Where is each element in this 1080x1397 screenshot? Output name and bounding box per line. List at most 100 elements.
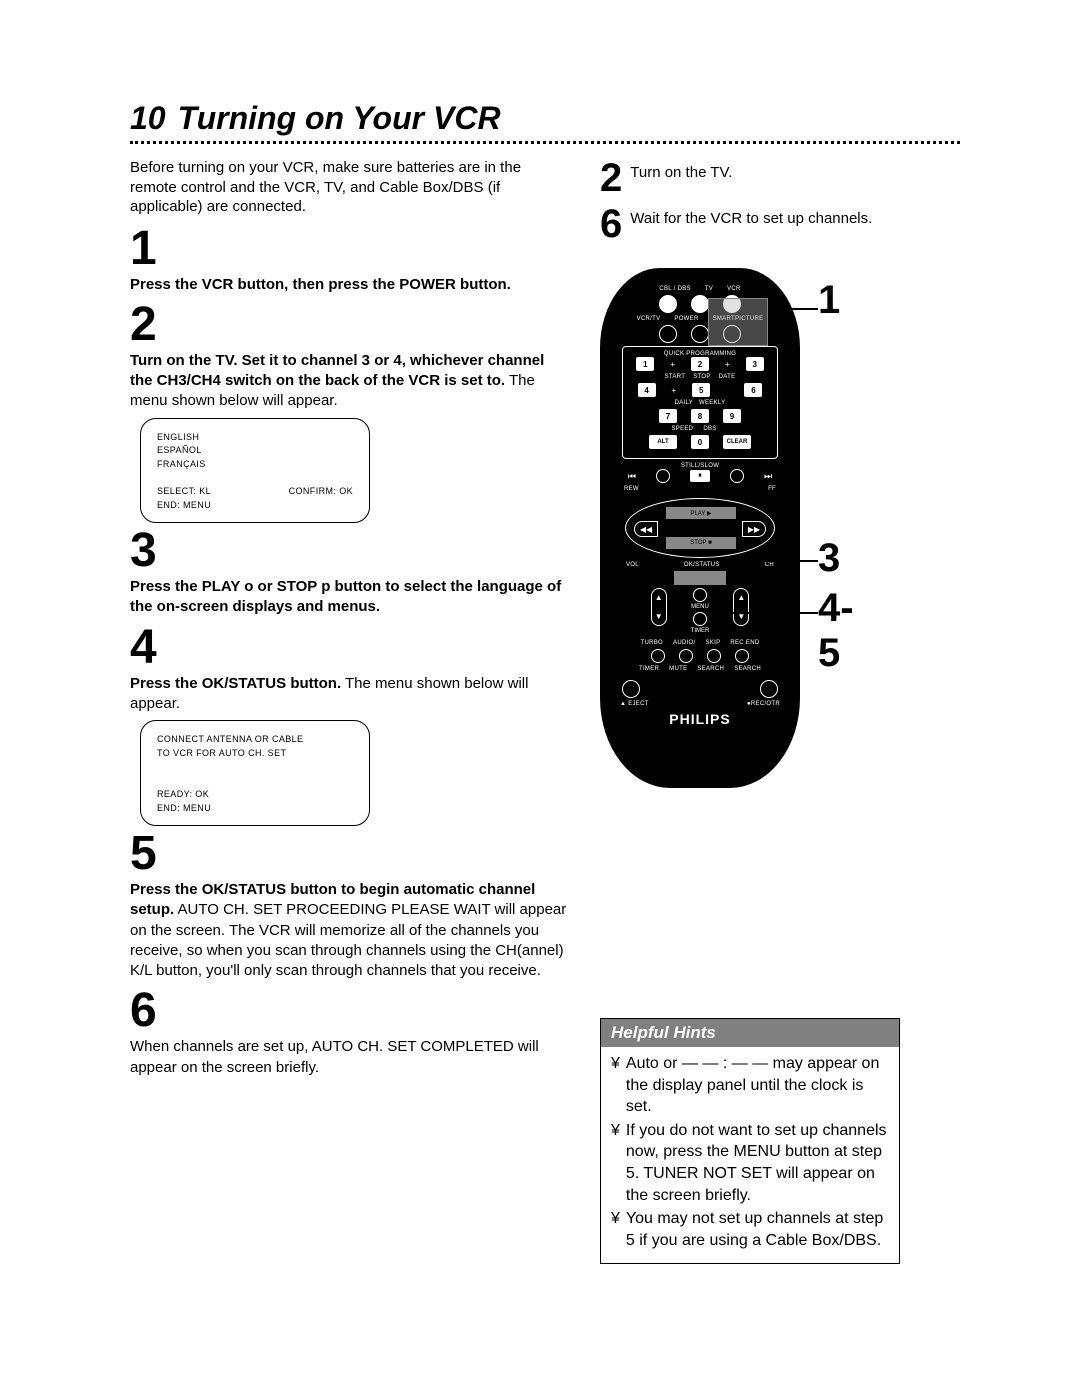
menu1-lang1: ENGLISH <box>157 431 353 445</box>
label-ch: CH <box>765 562 774 568</box>
btn-menu[interactable] <box>693 588 707 602</box>
hint-3-text: You may not set up channels at step 5 if… <box>626 1208 889 1251</box>
btn-vcrtv[interactable] <box>659 325 677 343</box>
btn-power[interactable] <box>691 325 709 343</box>
bullet-icon: ¥ <box>611 1053 620 1118</box>
label-mute: MUTE <box>669 666 687 672</box>
hint-2: ¥ If you do not want to set up channels … <box>611 1120 889 1206</box>
label-otr: ●REC/OTR <box>747 701 780 707</box>
key-6[interactable]: 6 <box>744 383 762 397</box>
key-clear[interactable]: CLEAR <box>723 435 751 449</box>
label-date: DATE <box>719 374 736 380</box>
btn-skip[interactable] <box>707 649 721 663</box>
btn-ch-rocker[interactable]: ▲▼ <box>733 588 749 626</box>
btn-still[interactable]: ⏸ <box>690 470 710 482</box>
remote-control: CBL / DBS TV VCR VCR/TV POWER SMARTPICTU… <box>600 268 800 788</box>
label-cbl: CBL / DBS <box>659 286 691 292</box>
btn-turbo[interactable] <box>651 649 665 663</box>
menu2-end: END: MENU <box>157 802 353 816</box>
btn-vol-rocker[interactable]: ▲▼ <box>651 588 667 626</box>
label-search: SEARCH <box>697 666 724 672</box>
main-columns: Before turning on your VCR, make sure ba… <box>130 158 960 1264</box>
label-power: POWER <box>674 316 698 322</box>
key-2[interactable]: 2 <box>691 357 709 371</box>
step-4-number: 4 <box>130 624 570 672</box>
step-2-bold: Turn on the TV. Set it to channel 3 or 4… <box>130 352 544 389</box>
step-5-rest: AUTO CH. SET PROCEEDING PLEASE WAIT will… <box>130 901 566 979</box>
btn-tv[interactable] <box>691 295 709 313</box>
menu2-l1: CONNECT ANTENNA OR CABLE <box>157 733 353 747</box>
hints-body: ¥ Auto or — — : — — may appear on the di… <box>601 1047 899 1263</box>
menu1-end: END: MENU <box>157 499 353 513</box>
key-8[interactable]: 8 <box>691 409 709 423</box>
step-4-bold: Press the OK/STATUS button. <box>130 675 341 692</box>
header-divider <box>130 141 960 144</box>
right-step-2-num: 2 <box>600 158 622 198</box>
hint-2-text: If you do not want to set up channels no… <box>626 1120 889 1206</box>
menu2-l2: TO VCR FOR AUTO CH. SET <box>157 747 353 761</box>
label-vol: VOL <box>626 562 639 568</box>
key-3[interactable]: 3 <box>746 357 764 371</box>
key-9[interactable]: 9 <box>723 409 741 423</box>
btn-plus[interactable] <box>730 469 744 483</box>
left-column: Before turning on your VCR, make sure ba… <box>130 158 570 1264</box>
label-vcr: VCR <box>727 286 741 292</box>
right-step-2-text: Turn on the TV. <box>630 158 732 198</box>
menu1-lang2: ESPAÑOL <box>157 444 353 458</box>
btn-ok-status[interactable] <box>674 571 726 585</box>
label-rew: REW <box>624 486 639 492</box>
key-1[interactable]: 1 <box>636 357 654 371</box>
btn-recend[interactable] <box>735 649 749 663</box>
bullet-icon: ¥ <box>611 1208 620 1251</box>
label-dbs: DBS <box>703 426 716 432</box>
key-0[interactable]: 0 <box>691 435 709 449</box>
key-5[interactable]: 5 <box>692 383 710 397</box>
label-turbo2: TIMER <box>639 666 659 672</box>
step-5-text: Press the OK/STATUS button to begin auto… <box>130 880 570 981</box>
intro-text: Before turning on your VCR, make sure ba… <box>130 158 570 217</box>
menu1-lang3: FRANÇAIS <box>157 458 353 472</box>
btn-minus[interactable] <box>656 469 670 483</box>
step-2-number: 2 <box>130 301 570 349</box>
btn-rec[interactable] <box>760 680 778 698</box>
btn-timer[interactable] <box>693 612 707 626</box>
hints-title: Helpful Hints <box>601 1019 899 1047</box>
key-7[interactable]: 7 <box>659 409 677 423</box>
step-3-text: Press the PLAY o or STOP p button to sel… <box>130 577 570 618</box>
hint-1: ¥ Auto or — — : — — may appear on the di… <box>611 1053 889 1118</box>
right-step-6-text: Wait for the VCR to set up channels. <box>630 204 872 244</box>
right-step-6: 6 Wait for the VCR to set up channels. <box>600 204 960 244</box>
menu2-ready: READY: OK <box>157 788 353 802</box>
label-ff: FF <box>768 486 776 492</box>
label-vcrtv: VCR/TV <box>637 316 661 322</box>
callout-3-line <box>750 560 818 562</box>
bullet-icon: ¥ <box>611 1120 620 1206</box>
menu1-confirm: CONFIRM: OK <box>289 485 353 499</box>
label-start: START <box>665 374 686 380</box>
remote-wrap: CBL / DBS TV VCR VCR/TV POWER SMARTPICTU… <box>600 268 860 788</box>
label-speed: SPEED <box>671 426 693 432</box>
btn-audio[interactable] <box>679 649 693 663</box>
btn-play[interactable]: PLAY ▶ <box>666 507 736 519</box>
page-number: 10 <box>130 100 166 137</box>
btn-ff[interactable]: ▶▶ <box>742 521 766 537</box>
step-3-bold: Press the PLAY o or STOP p button to sel… <box>130 578 561 615</box>
right-step-2: 2 Turn on the TV. <box>600 158 960 198</box>
btn-cbl[interactable] <box>659 295 677 313</box>
btn-rew[interactable]: ◀◀ <box>634 521 658 537</box>
keypad-box: QUICK PROGRAMMING 1+ 2+ 3 START STOP DAT… <box>622 346 778 459</box>
highlight-vcr-power <box>708 298 768 346</box>
label-weekly: WEEKLY <box>699 400 725 406</box>
btn-stop[interactable]: STOP ■ <box>666 537 736 549</box>
step-5-number: 5 <box>130 830 570 878</box>
callout-45: 4-5 <box>818 586 860 676</box>
key-4[interactable]: 4 <box>638 383 656 397</box>
step-2-text: Turn on the TV. Set it to channel 3 or 4… <box>130 351 570 412</box>
key-alt[interactable]: ALT <box>649 435 677 449</box>
brand-logo: PHILIPS <box>614 711 786 727</box>
label-search2: SEARCH <box>734 666 761 672</box>
btn-eject[interactable] <box>622 680 640 698</box>
right-step-6-num: 6 <box>600 204 622 244</box>
label-menu: MENU <box>691 604 710 610</box>
label-daily: DAILY <box>675 400 693 406</box>
